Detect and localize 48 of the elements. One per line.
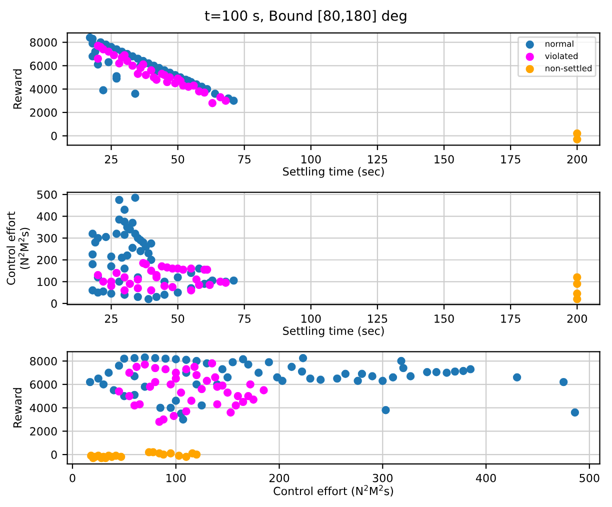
- y-tick-label: 200: [37, 256, 57, 264]
- y-axis-title: Control effort (N$^{2}$M$^{2}$s): [6, 212, 30, 285]
- y-axis-title: Reward: [13, 69, 22, 109]
- y-tick-label: 6000: [30, 62, 57, 70]
- x-tick-label: 100: [302, 314, 321, 323]
- x-tick-label: 150: [434, 155, 454, 164]
- y-tick-label: 4000: [30, 85, 57, 94]
- x-tick-label: 175: [501, 155, 520, 164]
- x-tick-label: 125: [368, 155, 388, 164]
- x-tick-label: 25: [104, 314, 118, 323]
- x-tick-label: 400: [476, 474, 496, 482]
- y-axis-title: Reward: [13, 388, 22, 428]
- y-tick-label: 8000: [30, 357, 57, 366]
- x-tick-label: 0: [70, 474, 76, 482]
- chart-title: t=100 s, Bound [80,180] deg: [204, 10, 406, 24]
- y-tick-label: 8000: [30, 38, 57, 47]
- y-tick-label: 500: [37, 190, 57, 199]
- x-tick-label: 500: [580, 474, 600, 482]
- y-tick-label: 0: [51, 450, 57, 459]
- x-tick-label: 200: [567, 155, 587, 164]
- x-tick-label: 200: [567, 314, 587, 323]
- x-tick-label: 75: [238, 155, 250, 164]
- x-tick-label: 200: [269, 474, 290, 482]
- x-tick-label: 50: [172, 155, 184, 164]
- legend-label: normal: [546, 40, 574, 47]
- x-tick-label: 100: [166, 474, 186, 482]
- y-tick-label: 2000: [30, 427, 57, 436]
- y-tick-label: 400: [36, 212, 57, 221]
- y-tick-label: 100: [38, 278, 57, 286]
- legend-label: non-settled: [546, 64, 592, 72]
- y-tick-label: 2000: [30, 108, 57, 117]
- legend-label: violated: [545, 52, 578, 60]
- x-tick-label: 125: [368, 314, 388, 323]
- x-tick-label: 175: [501, 314, 520, 323]
- y-tick-label: 4000: [30, 404, 57, 412]
- y-tick-label: 300: [37, 234, 57, 242]
- x-axis-title: Settling time (sec): [283, 326, 384, 338]
- x-axis-title: Settling time (sec): [283, 167, 384, 178]
- y-tick-label: 0: [51, 132, 57, 140]
- x-tick-label: 300: [372, 474, 393, 482]
- x-tick-label: 75: [238, 314, 250, 323]
- x-axis-title: Control effort (N$^{2}$M$^{2}$s): [274, 485, 394, 497]
- y-tick-label: 6000: [30, 380, 57, 389]
- x-tick-label: 25: [104, 155, 118, 164]
- x-tick-label: 100: [302, 155, 321, 164]
- x-tick-label: 150: [434, 314, 454, 323]
- y-tick-label: 0: [51, 299, 57, 308]
- x-tick-label: 50: [172, 314, 184, 323]
